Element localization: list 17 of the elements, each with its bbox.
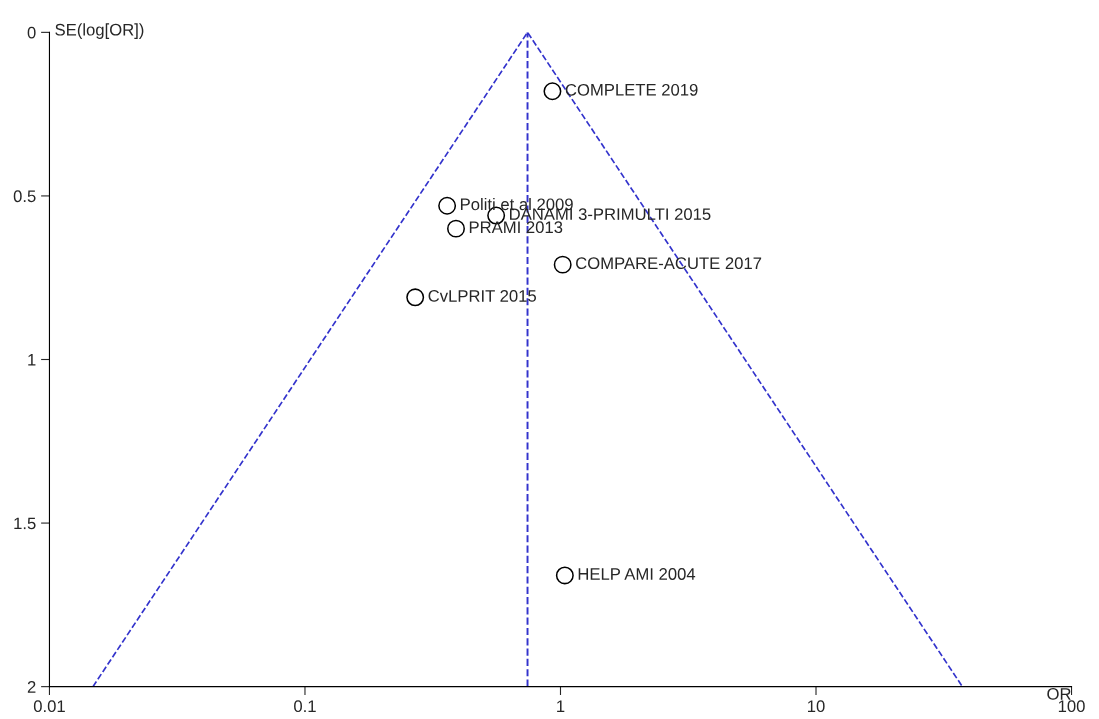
x-tick-label: 100 xyxy=(1058,700,1085,713)
annotation: COMPARE-ACUTE 2017 xyxy=(576,257,762,270)
y-tick-label: 0.5 xyxy=(13,190,36,203)
x-tick-label: 1 xyxy=(557,700,565,712)
y-tick-label: 2 xyxy=(27,681,36,693)
x-axis-title: OR xyxy=(1047,688,1071,700)
x-tick-label: 0.1 xyxy=(294,700,316,713)
x-tick-label: 10 xyxy=(808,700,825,713)
y-tick-label: 0 xyxy=(27,26,36,39)
annotation: PRAMI 2013 xyxy=(469,221,563,234)
y-axis-title: SE(log[OR]) xyxy=(55,23,144,39)
x-tick-label: 0.01 xyxy=(33,700,65,713)
annotation: HELP AMI 2004 xyxy=(578,568,696,580)
annotation: CvLPRIT 2015 xyxy=(428,290,537,302)
annotation: COMPLETE 2019 xyxy=(565,83,698,96)
y-tick-label: 1.5 xyxy=(14,517,36,530)
y-tick-label: 1 xyxy=(28,354,36,366)
